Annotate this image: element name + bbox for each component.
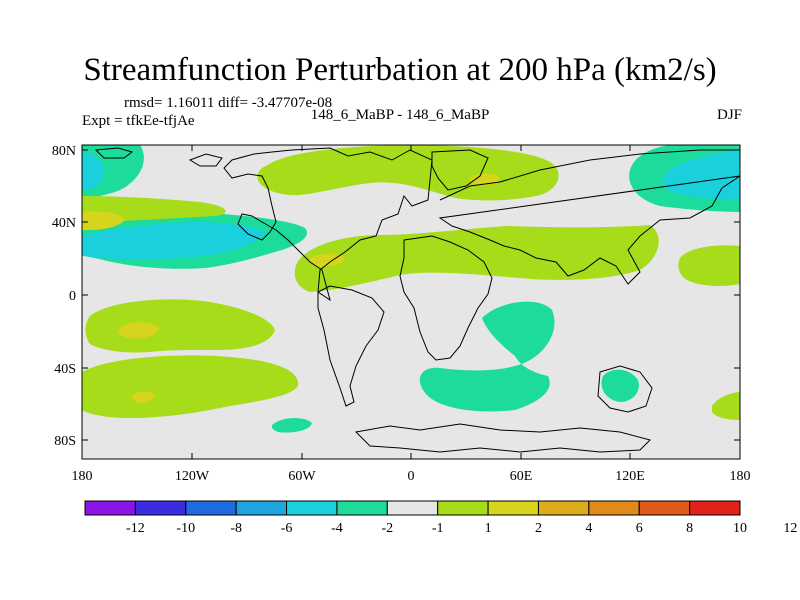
lat-label-80n: 80N [52, 144, 76, 159]
colorbar-label: -4 [331, 521, 343, 536]
lon-label-120e: 120E [615, 469, 645, 484]
plot-title: Streamfunction Perturbation at 200 hPa (… [83, 52, 717, 88]
pos-region-tropical-core [309, 253, 345, 267]
colorbar-label: 8 [686, 521, 693, 536]
experiment-label: Expt = tfkEe-tfjAe [82, 113, 195, 129]
coast-south-america [317, 285, 385, 407]
pos-region-southern-ocean [82, 355, 299, 418]
lat-label-0: 0 [69, 289, 76, 304]
colorbar-label: 10 [733, 521, 747, 536]
colorbar-box [185, 500, 237, 516]
pos-region-north-atlantic [257, 145, 559, 201]
colorbar-box [286, 500, 338, 516]
neg-region-north-pacific-inner [82, 222, 265, 260]
pos-region-east-pacific-mid [678, 245, 740, 286]
coast-africa [399, 235, 493, 361]
lon-label-60e: 60E [510, 469, 533, 484]
colorbar-box [537, 500, 590, 516]
pos-region-south-pacific [85, 299, 275, 353]
colorbar-label: -6 [281, 521, 293, 536]
pos-region-southern-ocean-core [131, 391, 155, 403]
colorbar-box [437, 500, 489, 516]
coast-greenland [431, 149, 489, 191]
colorbar-box [588, 500, 640, 516]
coast-north-america [223, 147, 433, 302]
neg-region-indian-ocean [601, 369, 639, 402]
season-label: DJF [716, 107, 742, 123]
colorbar-label: 4 [585, 521, 592, 536]
colorbar-box [386, 500, 439, 516]
pos-region-southeast-corner [712, 392, 740, 420]
lon-label-0: 0 [408, 469, 415, 484]
lon-label-120w: 120W [175, 469, 210, 484]
coast-antarctica [354, 423, 651, 453]
colorbar-box [336, 500, 388, 516]
lon-label-180e: 180 [730, 469, 751, 484]
colorbar-label: -2 [381, 521, 393, 536]
colorbar-label: -1 [432, 521, 444, 536]
colorbar-label: -10 [176, 521, 195, 536]
neg-region-west-pacific-inner [662, 150, 740, 200]
lat-label-80s: 80S [54, 434, 76, 449]
colorbar: -12 -10 -8 -6 -4 -2 -1 1 2 4 6 8 10 12 [84, 500, 797, 536]
lon-label-180w: 180 [72, 469, 93, 484]
lat-label-40s: 40S [54, 362, 76, 377]
colorbar-box [84, 500, 136, 516]
colorbar-label: 2 [535, 521, 542, 536]
colorbar-label: 6 [636, 521, 643, 536]
pos-region-east-pacific-core [82, 211, 125, 230]
neg-region-south-pacific-small [271, 417, 312, 433]
colorbar-box [134, 500, 187, 516]
neg-region-nw-corner-inner [82, 152, 105, 190]
lat-label-40n: 40N [52, 216, 76, 231]
colorbar-label: -12 [126, 521, 145, 536]
colorbar-box [638, 500, 691, 516]
colorbar-label: 12 [783, 521, 797, 536]
contour-field [82, 145, 740, 459]
colorbar-box [235, 500, 288, 516]
coast-eurasia [438, 149, 740, 285]
neg-region-africa-south [419, 301, 555, 412]
case-label: 148_6_MaBP - 148_6_MaBP [310, 107, 490, 123]
colorbar-label: -8 [230, 521, 242, 536]
colorbar-box [487, 500, 539, 516]
pos-region-south-pacific-core [117, 322, 160, 339]
lon-label-60w: 60W [288, 469, 316, 484]
stats-label: rmsd= 1.16011 diff= -3.47707e-08 [124, 95, 333, 111]
coast-australia [597, 365, 653, 413]
coast-asia-north-islands [94, 147, 223, 167]
coastlines [94, 147, 740, 453]
colorbar-box [689, 500, 741, 516]
colorbar-label: 1 [485, 521, 492, 536]
axis-ticks [81, 145, 741, 459]
